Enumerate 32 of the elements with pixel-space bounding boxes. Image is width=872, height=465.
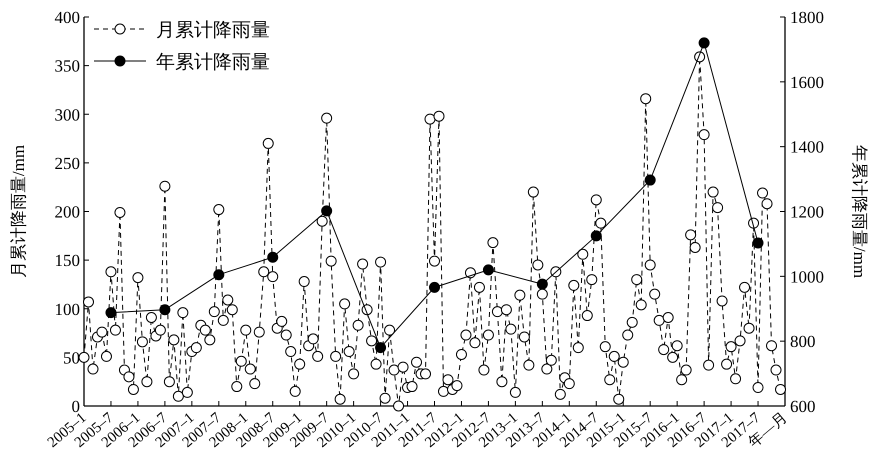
y2-tick-label: 1400: [790, 138, 824, 157]
point: [482, 264, 494, 276]
y2-tick-label: 1200: [790, 202, 824, 222]
y-tick-label: 100: [54, 300, 80, 319]
y-tick-label: 50: [63, 348, 80, 368]
point: [536, 278, 548, 290]
point: [321, 205, 332, 216]
point: [590, 230, 602, 242]
y-tick-label: 350: [54, 56, 80, 76]
point: [644, 174, 656, 186]
point: [429, 282, 440, 293]
point: [752, 237, 764, 248]
y2-tick-label: 1000: [790, 267, 824, 286]
y-tick-label: 400: [54, 8, 80, 27]
y-tick-label: 300: [54, 105, 80, 124]
y2-tick-label: 1600: [790, 72, 824, 92]
point: [698, 37, 710, 48]
y-tick-label: 200: [54, 202, 80, 222]
y2-tick-label: 600: [790, 397, 816, 416]
point: [105, 307, 116, 318]
point: [375, 342, 386, 354]
point: [159, 304, 170, 316]
y-axis-title: 月累计降雨量/mm: [9, 144, 28, 278]
y2-tick-label: 1800: [790, 8, 824, 27]
legend-label: 年累计降雨量: [156, 52, 270, 73]
y2-tick-label: 800: [790, 332, 816, 352]
point: [213, 269, 224, 280]
y-tick-label: 250: [54, 154, 80, 173]
legend-label: 月累计降雨量: [156, 20, 270, 41]
y-tick-label: 150: [54, 251, 80, 270]
y2-axis-title: 年累计降雨量/mm: [850, 144, 869, 278]
point: [267, 252, 278, 263]
